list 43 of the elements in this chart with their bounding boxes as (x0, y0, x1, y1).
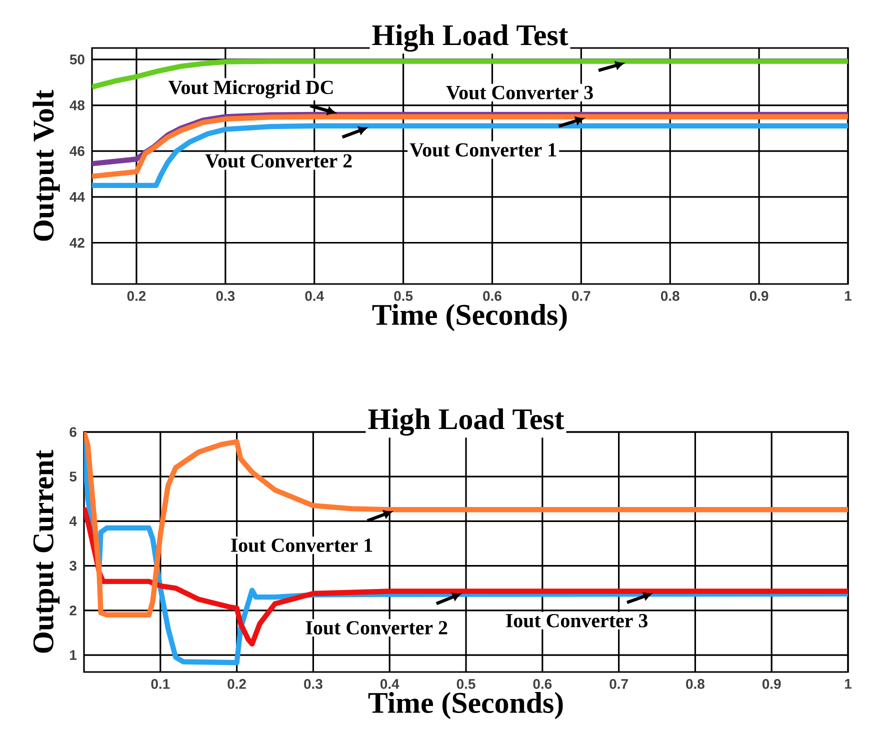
y-tick-label: 46 (70, 146, 84, 156)
annotation: Iout Converter 2 (306, 621, 448, 635)
y-tick-label: 48 (70, 100, 85, 110)
x-tick-label: 0.4 (305, 291, 324, 301)
annotation: Iout Converter 3 (506, 614, 648, 628)
y-tick-label: 50 (70, 54, 84, 64)
annotation: Vout Converter 1 (410, 143, 556, 157)
x-tick-label: 0.2 (228, 679, 246, 689)
annotation: Vout Microgrid DC (168, 80, 333, 98)
x-tick-label: 0.5 (394, 291, 413, 301)
y-tick-label: 42 (70, 238, 84, 248)
x-tick-label: 0.7 (610, 679, 628, 689)
x-tick-label: 0.6 (533, 679, 552, 689)
x-tick-label: 1 (844, 291, 852, 301)
x-axis-title: Time (Seconds) (372, 304, 567, 332)
x-tick-label: 0.3 (216, 291, 235, 301)
annotation: Vout Converter 2 (205, 154, 352, 168)
y-axis-title: Output Current (33, 450, 60, 653)
y-axis-title: Output Volt (32, 90, 60, 241)
annotation: Vout Converter 3 (446, 86, 593, 100)
x-tick-label: 0.8 (686, 679, 704, 689)
y-tick-label: 5 (70, 472, 77, 482)
y-tick-label: 4 (69, 516, 77, 526)
annotation: Iout Converter 1 (231, 538, 372, 552)
chart-title: High Load Test (368, 408, 564, 436)
x-tick-label: 0.3 (304, 679, 322, 689)
y-tick-label: 2 (70, 606, 76, 616)
y-tick-label: 3 (70, 560, 76, 571)
x-tick-label: 0.9 (750, 291, 768, 301)
x-tick-label: 1 (845, 679, 852, 689)
x-tick-label: 0.9 (762, 679, 781, 689)
x-tick-label: 0.7 (572, 291, 590, 301)
y-tick-label: 1 (70, 650, 77, 660)
x-tick-label: 0.2 (127, 291, 146, 301)
y-tick-label: 44 (70, 192, 85, 202)
x-tick-label: 0.4 (380, 679, 400, 689)
x-tick-label: 0.8 (660, 291, 680, 301)
chart-title: High Load Test (372, 24, 568, 52)
x-tick-label: 0.5 (456, 679, 476, 689)
x-axis-title: Time (Seconds) (368, 692, 563, 720)
x-tick-label: 0.1 (151, 679, 170, 689)
y-tick-label: 6 (70, 427, 76, 437)
x-tick-label: 0.6 (483, 291, 502, 301)
